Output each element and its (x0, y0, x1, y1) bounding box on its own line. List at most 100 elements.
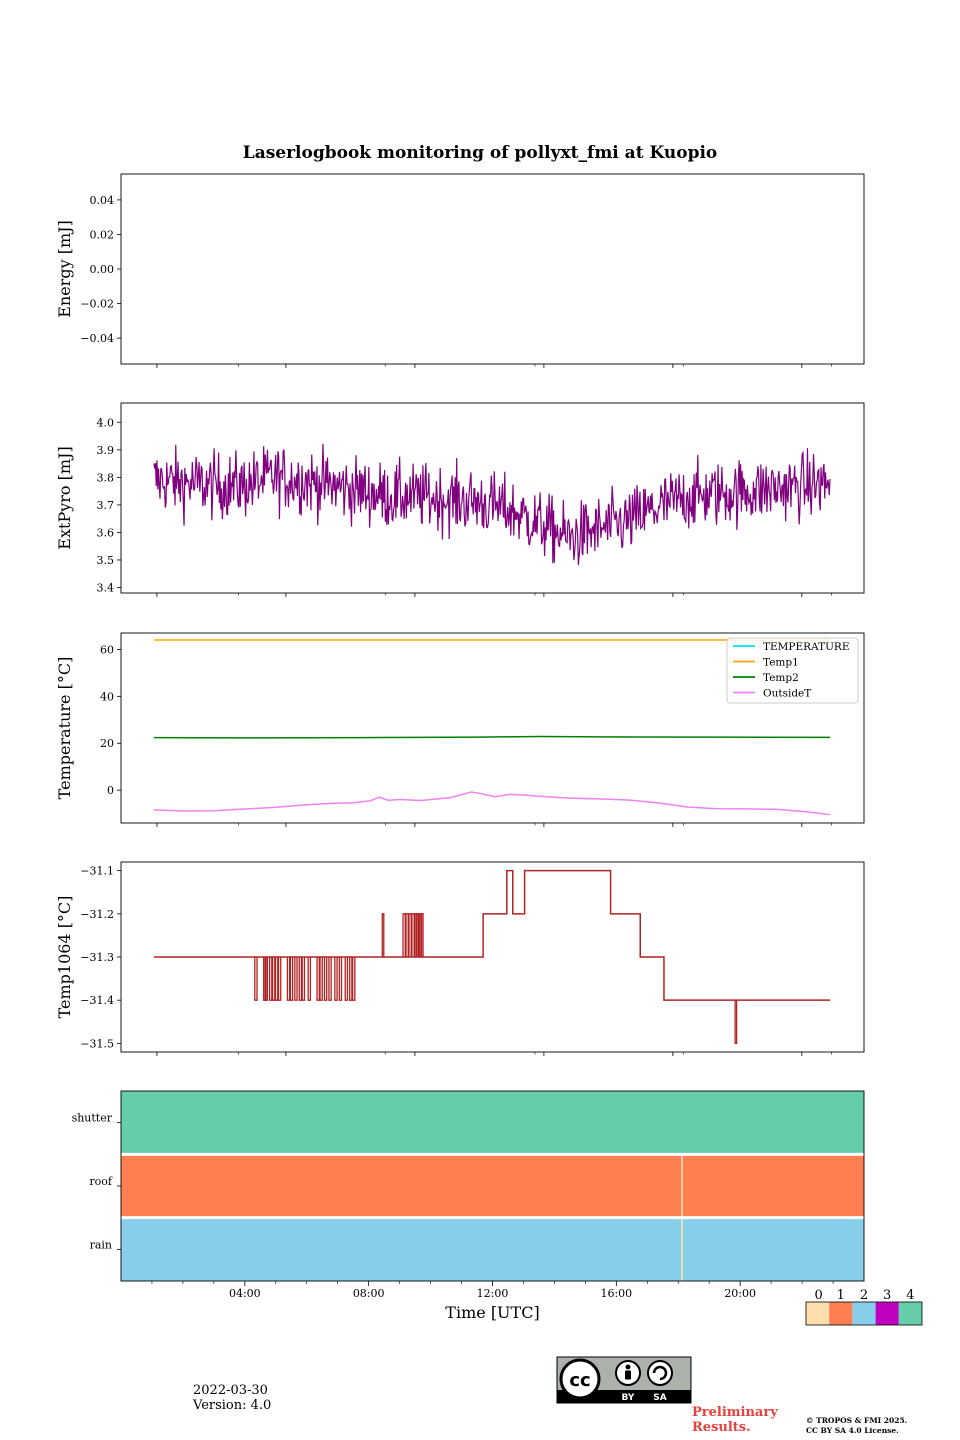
colorbar-cell (829, 1302, 853, 1325)
temp1064-dropout (271, 957, 276, 1001)
energy-ytick-label: −0.04 (80, 332, 114, 345)
colorbar-tick-label: 3 (883, 1288, 891, 1303)
status-roof-segment (121, 1154, 682, 1218)
energy-ytick-label: 0.04 (90, 194, 115, 207)
colorbar-tick-label: 1 (837, 1288, 845, 1303)
temp1064-dropout (316, 957, 320, 1001)
colorbar-cell (875, 1302, 899, 1325)
cc-icon (559, 1358, 601, 1400)
temp1064-rise (420, 913, 424, 957)
copyright-line-1: © TROPOS & FMI 2025. (806, 1416, 908, 1425)
temp1064-ytick-label: −31.2 (80, 908, 114, 921)
temp1064-dropout (319, 957, 323, 1001)
status-panel: shutter roof rain (72, 1090, 865, 1282)
temp1064-dropout (349, 957, 353, 1001)
series-outsidet-line (153, 791, 831, 816)
series-temp2-line (153, 735, 831, 739)
temp1064-dropout (289, 957, 294, 1001)
extpyro-ytick-label: 4.0 (97, 416, 115, 429)
by-icon-body (625, 1370, 631, 1380)
extpyro-ytick-label: 3.6 (97, 526, 115, 539)
status-row-label-shutter: shutter (72, 1112, 113, 1125)
temp1064-spike (381, 913, 385, 957)
temp1064-dropout (268, 957, 273, 1001)
temp1064-line (154, 869, 830, 1001)
temp1064-dropout (274, 957, 279, 1001)
status-rain-segment (121, 1217, 682, 1281)
temperature-ylabel: Temperature [°C] (55, 657, 74, 800)
version-label: Version: 4.0 (193, 1398, 272, 1413)
legend-label-temp1: Temp1 (763, 657, 799, 669)
temperature-ytick-label: 0 (107, 784, 114, 797)
temp1064-rise (411, 913, 415, 957)
x-tick-label: 12:00 (477, 1287, 509, 1300)
colorbar-frame (805, 1301, 923, 1326)
temp1064-dropout (344, 957, 349, 1001)
extpyro-ylabel: ExtPyro [mJ] (55, 446, 74, 549)
extpyro-frame (120, 402, 865, 594)
extpyro-ytick-label: 3.5 (97, 554, 115, 567)
temperature-ytick-label: 40 (100, 690, 114, 703)
temperature-frame (120, 632, 865, 824)
temp1064-ytick-label: −31.1 (80, 865, 114, 878)
temp1064-ytick-label: −31.4 (80, 994, 114, 1007)
extpyro-panel: 3.4 3.5 3.6 3.7 3.8 3.9 4.0 ExtPyro [mJ] (55, 402, 865, 597)
status-rain-segment (681, 1217, 683, 1281)
status-rain-segment (682, 1217, 864, 1281)
temp1064-dropout (323, 957, 328, 1001)
energy-ytick-label: 0.00 (90, 263, 115, 276)
status-row-label-roof: roof (89, 1175, 113, 1188)
x-tick-label: 16:00 (600, 1287, 632, 1300)
temp1064-dropout (277, 957, 282, 1001)
temp1064-rise (415, 913, 420, 957)
energy-ylabel: Energy [mJ] (55, 220, 74, 318)
temp1064-rise (405, 913, 409, 957)
colorbar-tick-label: 0 (814, 1288, 822, 1303)
date-label: 2022-03-30 (193, 1383, 268, 1398)
by-icon-head (625, 1364, 631, 1370)
status-roof-segment (681, 1154, 683, 1218)
colorbar-tick-label: 4 (906, 1288, 914, 1303)
preliminary-line-2: Results. (692, 1420, 751, 1435)
extpyro-ytick-label: 3.7 (97, 499, 115, 512)
temperature-ytick-label: 60 (100, 643, 114, 656)
preliminary-line-1: Preliminary (692, 1405, 778, 1420)
sa-icon (647, 1360, 673, 1386)
colorbar-tick-label: 2 (860, 1288, 868, 1303)
temp1064-dropout (264, 957, 269, 1001)
temp1064-dropout (286, 957, 291, 1001)
temperature-ytick-label: 20 (100, 737, 114, 750)
temp1064-dropout (301, 957, 306, 1001)
temperature-legend: TEMPERATURE Temp1 Temp2 OutsideT (726, 637, 859, 704)
temp1064-ytick-label: −31.5 (80, 1037, 114, 1050)
status-row-label-rain: rain (90, 1238, 112, 1251)
copyright-note: © TROPOS & FMI 2025. CC BY SA 4.0 Licens… (806, 1416, 907, 1436)
colorbar-cell (852, 1302, 876, 1325)
extpyro-ytick-label: 3.8 (97, 471, 115, 484)
legend-label-temp2: Temp2 (763, 672, 799, 684)
temp1064-dropout (294, 957, 298, 1001)
temp1064-dropout (328, 957, 332, 1001)
cc-icon-text: cc (569, 1370, 590, 1391)
extpyro-line (153, 443, 831, 566)
x-tick-label: 20:00 (724, 1287, 756, 1300)
x-tick-label: 08:00 (353, 1287, 385, 1300)
by-label: BY (622, 1393, 635, 1403)
energy-ytick-label: 0.02 (90, 228, 115, 241)
energy-frame (120, 173, 865, 365)
time-axis: 04:00 08:00 12:00 16:00 20:00 Time [UTC] (151, 1281, 834, 1322)
energy-panel: −0.04 −0.02 0.00 0.02 0.04 Energy [mJ] (55, 173, 865, 368)
temp1064-ytick-label: −31.3 (80, 951, 114, 964)
cc-by-sa-badge: cc BY SA (556, 1356, 692, 1404)
temp1064-rise (402, 913, 406, 957)
energy-ytick-label: −0.02 (80, 298, 114, 311)
legend-box (726, 637, 859, 704)
colorbar-cell (806, 1302, 830, 1325)
temp1064-spike (734, 1000, 738, 1045)
figure-title: Laserlogbook monitoring of pollyxt_fmi a… (243, 143, 718, 163)
colorbar-cell (898, 1302, 922, 1325)
status-roof-segment (682, 1154, 864, 1218)
